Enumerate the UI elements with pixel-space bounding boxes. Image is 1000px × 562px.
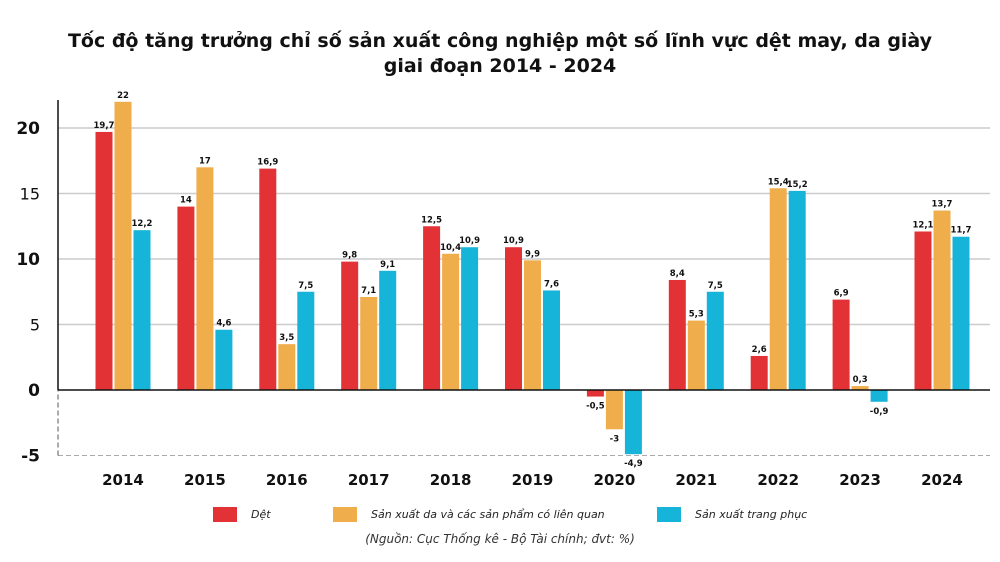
bar	[524, 260, 541, 390]
legend-item-da: Sản xuất da và các sản phẩm có liên quan	[333, 507, 605, 522]
data-label: 3,5	[279, 333, 294, 343]
data-label: 10,9	[503, 236, 524, 246]
legend-label: Dệt	[251, 508, 271, 521]
bar	[297, 291, 315, 390]
bar	[442, 253, 460, 390]
data-label: 2,6	[752, 345, 767, 355]
legend-swatch	[657, 507, 681, 522]
data-label: 9,8	[342, 251, 357, 261]
bar	[832, 299, 850, 390]
data-label: 0,3	[853, 375, 868, 385]
bar	[423, 226, 441, 390]
data-label: 7,5	[298, 281, 313, 291]
bar	[177, 206, 195, 390]
x-tick-label: 2016	[266, 471, 308, 489]
data-label: 16,9	[257, 158, 278, 168]
data-label: 12,1	[913, 220, 934, 230]
x-tick-label: 2018	[430, 471, 472, 489]
data-label: 9,1	[380, 260, 395, 270]
data-label: 11,7	[951, 226, 972, 236]
legend-swatch	[333, 507, 357, 522]
data-label: 22	[117, 91, 129, 101]
data-label: -4,9	[624, 459, 643, 469]
x-tick-label: 2024	[921, 471, 963, 489]
bar	[360, 296, 378, 390]
chart-title: Tốc độ tăng trưởng chỉ số sản xuất công …	[67, 30, 933, 52]
x-tick-label: 2021	[675, 471, 717, 489]
data-label: 9,9	[525, 249, 540, 259]
data-label: 7,6	[544, 279, 559, 289]
bar	[952, 236, 970, 390]
data-label: 13,7	[932, 200, 953, 210]
x-tick-label: 2023	[839, 471, 881, 489]
legend-item-trang-phuc: Sản xuất trang phục	[657, 507, 807, 522]
bar	[687, 320, 705, 390]
source-note: (Nguồn: Cục Thống kê - Bộ Tài chính; đvt…	[365, 532, 635, 546]
bar	[870, 390, 888, 402]
bar	[196, 167, 214, 390]
bar	[379, 270, 397, 390]
data-label: 7,1	[361, 286, 376, 296]
data-label: 17	[199, 156, 211, 166]
bar	[543, 290, 560, 390]
bar	[278, 344, 296, 390]
data-label: 4,6	[216, 319, 231, 329]
y-tick-label: 20	[16, 119, 40, 139]
data-label: 10,9	[459, 236, 480, 246]
x-tick-label: 2019	[512, 471, 554, 489]
legend-item-det: Dệt	[213, 507, 271, 522]
bar	[95, 131, 113, 390]
bar	[133, 230, 151, 390]
bar	[668, 279, 686, 390]
bar	[505, 247, 522, 390]
legend-label: Sản xuất da và các sản phẩm có liên quan	[371, 508, 605, 521]
x-tick-label: 2015	[184, 471, 226, 489]
data-label: 5,3	[689, 310, 704, 320]
y-tick-label: 0	[28, 381, 40, 401]
legend-label: Sản xuất trang phục	[695, 508, 808, 521]
chart-subtitle: giai đoạn 2014 - 2024	[383, 55, 617, 77]
data-label: 7,5	[708, 281, 723, 291]
bar	[851, 386, 869, 390]
data-label: 15,2	[787, 180, 808, 190]
y-tick-label: -5	[21, 447, 40, 467]
bar	[706, 291, 724, 390]
bar	[586, 390, 604, 397]
data-label: 10,4	[440, 243, 461, 253]
y-tick-label: 10	[16, 250, 40, 270]
bar	[914, 231, 932, 390]
data-label: 14	[180, 196, 192, 206]
bar	[259, 168, 277, 390]
bar	[215, 329, 233, 390]
data-label: 8,4	[670, 269, 685, 279]
bar	[933, 210, 951, 390]
legend-swatch	[213, 507, 237, 522]
data-label: 12,2	[132, 219, 153, 229]
x-tick-label: 2014	[102, 471, 144, 489]
x-tick-label: 2020	[594, 471, 636, 489]
bar	[769, 188, 787, 390]
data-label: 19,7	[94, 121, 115, 131]
bar	[341, 261, 359, 390]
bar	[750, 355, 768, 390]
data-label: 12,5	[421, 215, 442, 225]
bar	[461, 247, 479, 390]
bar	[114, 101, 132, 391]
data-label: 15,4	[768, 177, 789, 187]
bar	[624, 390, 642, 455]
x-tick-label: 2022	[757, 471, 799, 489]
bar	[788, 190, 806, 390]
y-tick-label: 5	[30, 316, 40, 335]
x-tick-label: 2017	[348, 471, 390, 489]
data-label: -0,5	[586, 402, 605, 412]
bar	[605, 390, 623, 430]
y-tick-label: 15	[20, 185, 40, 204]
data-label: 6,9	[834, 289, 849, 299]
data-label: -0,9	[870, 407, 889, 417]
data-label: -3	[610, 434, 620, 444]
